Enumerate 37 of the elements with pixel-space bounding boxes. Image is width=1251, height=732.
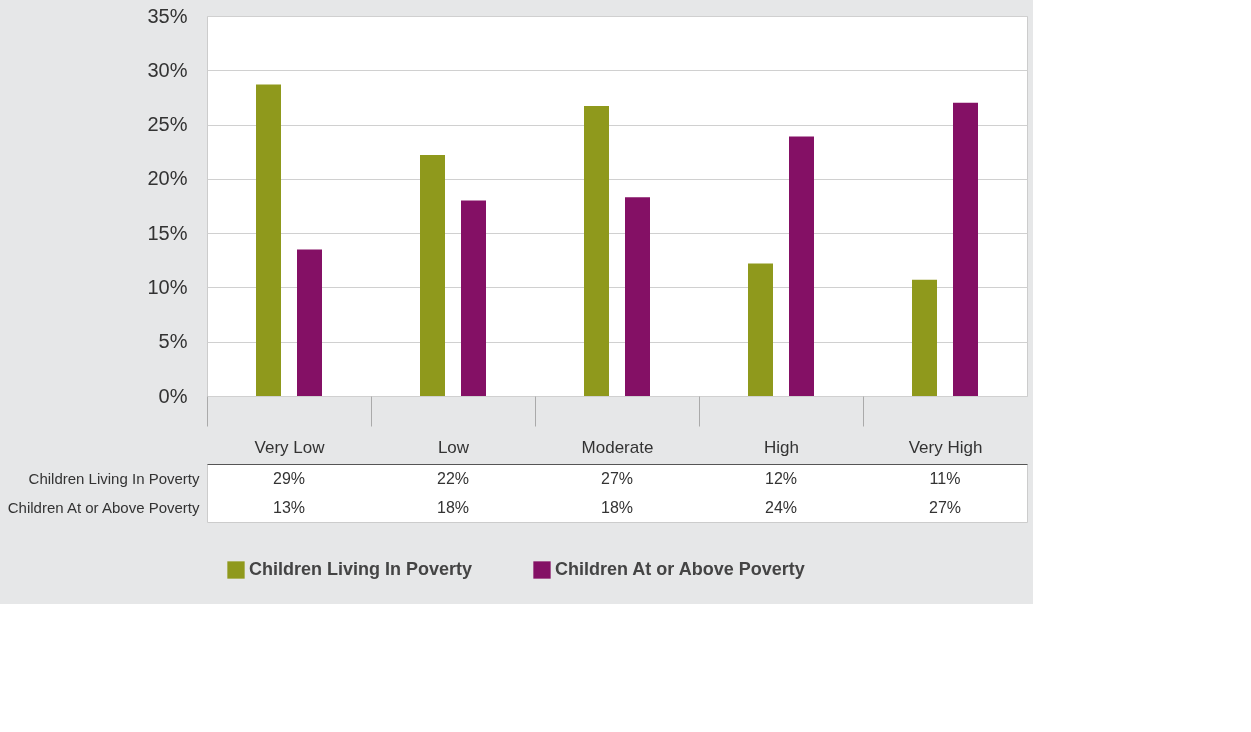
- x-tick-label: Moderate: [581, 437, 654, 457]
- y-tick-label: 5%: [158, 330, 188, 353]
- x-tick-label: High: [764, 437, 799, 457]
- bar: [297, 249, 322, 396]
- bar: [420, 154, 445, 396]
- bar: [953, 102, 978, 396]
- bar: [748, 263, 773, 396]
- bar: [461, 200, 486, 396]
- text: Children At or Above Poverty: [7, 499, 200, 516]
- bar: [912, 279, 937, 396]
- y-tick-label: 20%: [147, 167, 188, 190]
- y-tick-label: 30%: [147, 58, 188, 81]
- data-label: 27%: [928, 498, 962, 516]
- data-label: 11%: [929, 469, 961, 487]
- bar: [256, 84, 281, 396]
- data-label: 29%: [272, 469, 306, 487]
- data-label: 24%: [764, 498, 798, 516]
- bar: [789, 136, 814, 396]
- data-label: 12%: [764, 469, 798, 487]
- data-label: 22%: [436, 469, 470, 487]
- legend-label: Children At or Above Poverty: [555, 559, 805, 579]
- y-tick-label: 15%: [147, 221, 188, 244]
- y-tick-label: 10%: [147, 275, 188, 298]
- text: Children Living In Poverty: [28, 470, 200, 487]
- x-tick-label: Very High: [908, 437, 983, 457]
- bar: [625, 197, 650, 396]
- y-tick-label: 35%: [147, 4, 188, 27]
- data-label: 13%: [272, 498, 306, 516]
- data-label: 18%: [600, 498, 634, 516]
- bar: [584, 106, 609, 396]
- y-tick-label: 0%: [158, 384, 188, 407]
- legend-label: Children Living In Poverty: [249, 559, 473, 579]
- x-tick-label: Very Low: [254, 437, 326, 457]
- data-label: 27%: [600, 469, 634, 487]
- data-label: 18%: [436, 498, 470, 516]
- y-tick-label: 25%: [147, 113, 188, 136]
- x-tick-label: Low: [437, 437, 470, 457]
